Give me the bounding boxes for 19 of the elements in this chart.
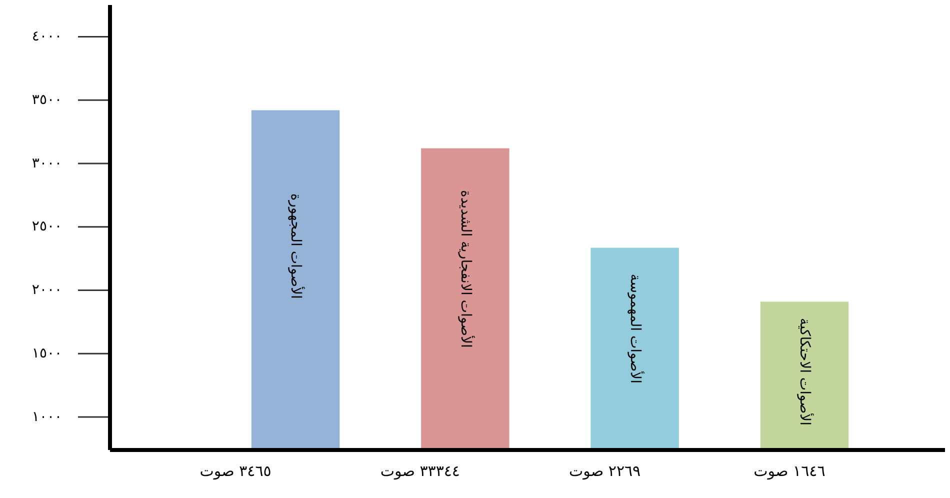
annotation: الأصوات المجهورة <box>288 193 306 299</box>
y-tick-label: ٢٥٠٠ <box>32 218 62 235</box>
bar <box>590 248 679 450</box>
annotation: الأصوات الاحتكاكية <box>796 318 815 426</box>
x-tick-label: ٣٤٦٥ صوت <box>200 462 272 480</box>
bar <box>251 110 340 450</box>
y-tick-label: ٢٠٠٠ <box>32 282 62 298</box>
y-tick-label: ١٥٠٠ <box>32 345 62 362</box>
annotation: الأصوات المهموسة <box>626 274 645 384</box>
x-tick-label: ١٦٤٦ صوت <box>754 462 826 480</box>
y-tick-label: ٣٠٠٠ <box>32 155 62 172</box>
annotation: الأصوات الانفجارية الشديدة <box>457 190 476 348</box>
bar <box>421 148 510 450</box>
y-tick-label: ٤٠٠٠ <box>32 28 62 45</box>
x-tick-label: ٣٣٣٤٤ صوت <box>380 462 460 480</box>
y-tick-label: ١٠٠٠ <box>32 408 62 425</box>
x-tick-label: ٢٢٦٩ صوت <box>569 462 641 480</box>
y-tick-label: ٣٥٠٠ <box>32 92 62 108</box>
bar <box>760 302 849 450</box>
